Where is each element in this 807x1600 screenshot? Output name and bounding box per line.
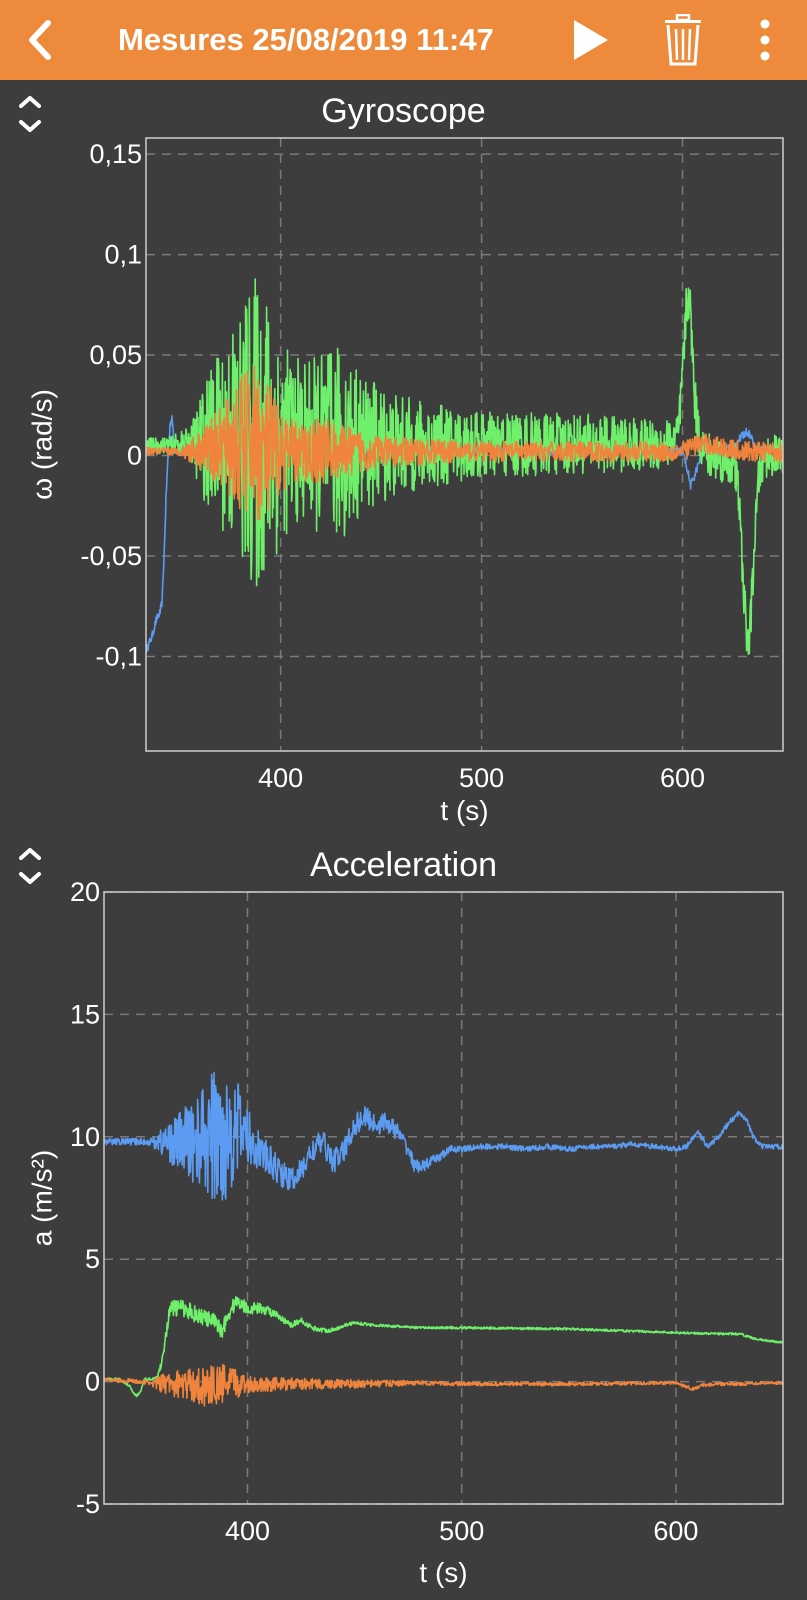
- series-line-1: [146, 278, 783, 655]
- x-tick-label: 600: [653, 1516, 698, 1546]
- x-tick-label: 400: [225, 1516, 270, 1546]
- y-axis-label: ω (rad/s): [26, 389, 57, 500]
- x-tick-label: 600: [660, 763, 705, 793]
- y-tick-label: 10: [70, 1122, 100, 1152]
- top-bar: Mesures 25/08/2019 11:47: [0, 0, 807, 80]
- acceleration-chart-title: Acceleration: [309, 846, 498, 884]
- series-line-2: [146, 365, 783, 521]
- grid: [104, 891, 783, 1505]
- back-button[interactable]: [10, 10, 70, 70]
- play-icon: [574, 20, 608, 60]
- play-button[interactable]: [560, 10, 620, 70]
- y-axis-label: a (m/s²): [26, 1150, 57, 1246]
- x-tick-label: 500: [439, 1516, 484, 1546]
- trash-icon: [665, 14, 701, 66]
- series-line-1: [104, 1296, 783, 1398]
- x-tick-label: 500: [459, 763, 504, 793]
- more-options-button[interactable]: [745, 10, 785, 70]
- y-tick-label: 0,1: [104, 240, 142, 270]
- y-tick-label: 0,15: [89, 139, 142, 169]
- series-line-0: [104, 1071, 783, 1201]
- y-tick-label: -0,1: [95, 642, 142, 672]
- delete-button[interactable]: [653, 8, 713, 72]
- expand-collapse-icon: [19, 848, 41, 884]
- y-tick-label: 0,05: [89, 340, 142, 370]
- acceleration-collapse-button[interactable]: [12, 844, 48, 888]
- y-tick-label: 5: [85, 1244, 100, 1274]
- acceleration-panel: Acceleration: [0, 840, 807, 1600]
- acceleration-chart: 400 500 600 -5 0 5 10 15 20 t (s) a (m/s²): [26, 877, 784, 1588]
- plot-frame: [145, 137, 784, 752]
- y-tick-label: -0,05: [80, 541, 142, 571]
- expand-collapse-icon: [19, 96, 41, 132]
- gyroscope-chart-title: Gyroscope: [321, 92, 486, 130]
- chevron-left-icon: [29, 20, 51, 60]
- page-title: Mesures 25/08/2019 11:47: [118, 22, 494, 57]
- y-tick-label: -5: [76, 1489, 100, 1519]
- plot-frame: [103, 891, 784, 1505]
- x-tick-label: 400: [258, 763, 303, 793]
- x-axis-label: t (s): [419, 1557, 467, 1588]
- y-tick-label: 0: [85, 1367, 100, 1397]
- gyroscope-panel: Gyroscope: [0, 80, 807, 840]
- series-line-2: [104, 1363, 783, 1407]
- x-axis-label: t (s): [440, 795, 488, 826]
- more-vertical-icon: [760, 19, 770, 61]
- gyroscope-chart: 400 500 600 -0,1 -0,05 0 0,05 0,1 0,15 t (s) ω (ra…: [26, 137, 784, 826]
- gyroscope-collapse-button[interactable]: [12, 92, 48, 136]
- y-tick-label: 15: [70, 999, 100, 1029]
- y-tick-label: 20: [70, 877, 100, 907]
- y-tick-label: 0: [127, 441, 142, 471]
